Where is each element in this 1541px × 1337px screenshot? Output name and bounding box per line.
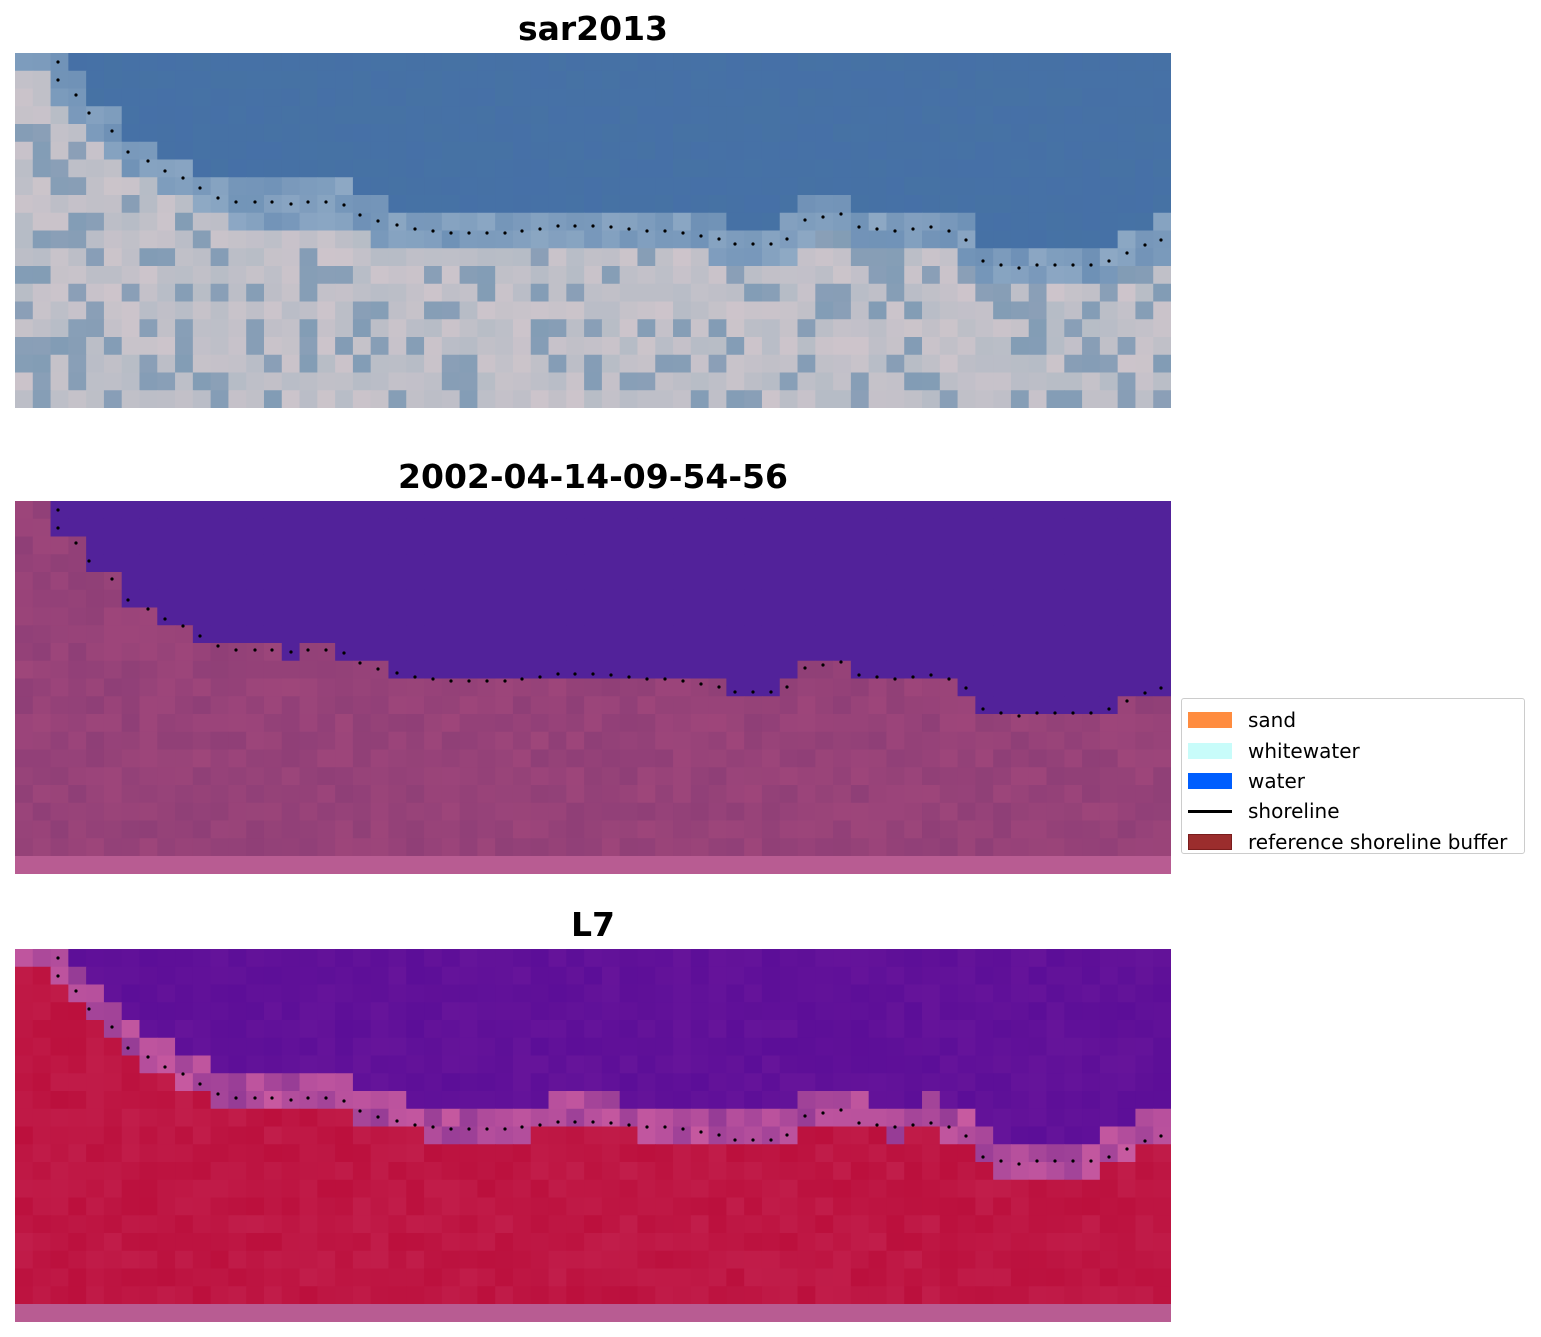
whitewater-swatch [1188,742,1232,759]
legend-item-whitewater: whitewater [1188,735,1518,765]
panel-title-classification: 2002-04-14-09-54-56 [398,457,788,496]
legend-item-water: water [1188,766,1518,796]
sand-swatch [1188,712,1232,729]
legend-item-shoreline: shoreline [1188,796,1518,826]
legend: sand whitewater water shoreline referenc… [1181,698,1525,854]
reference-buffer-swatch [1188,833,1232,850]
legend-item-sand: sand [1188,705,1518,735]
index-image-panel [15,949,1171,1322]
legend-item-reference-buffer: reference shoreline buffer [1188,827,1518,857]
shoreline-line-swatch [1188,809,1232,813]
legend-label-shoreline: shoreline [1248,799,1340,824]
panel-title-index: L7 [571,905,615,944]
panel-title-rgb: sar2013 [517,9,669,48]
legend-label-whitewater: whitewater [1248,738,1360,763]
water-swatch [1188,772,1232,789]
legend-label-sand: sand [1248,708,1297,733]
classification-image-panel [15,501,1171,874]
legend-label-reference-buffer: reference shoreline buffer [1248,829,1508,854]
rgb-image-panel [15,53,1171,408]
legend-label-water: water [1248,768,1305,793]
